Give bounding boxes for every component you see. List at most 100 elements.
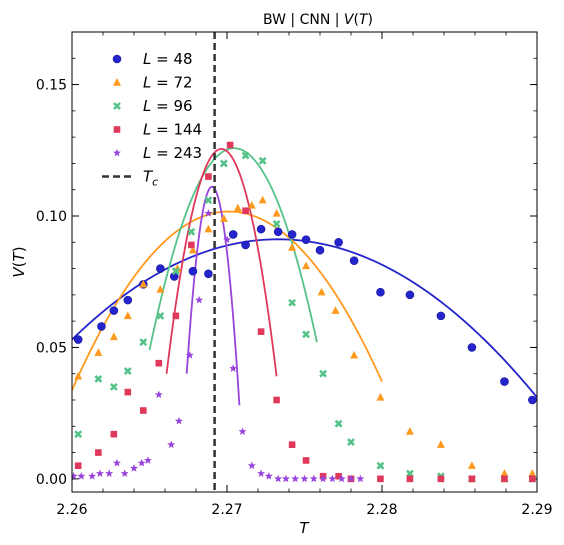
data-point bbox=[501, 475, 508, 483]
data-point bbox=[288, 243, 297, 251]
data-point bbox=[500, 469, 509, 477]
legend-label: L = 144 bbox=[143, 121, 202, 139]
data-point bbox=[171, 267, 180, 276]
chart-title: BW | CNN | V(T) bbox=[263, 12, 373, 28]
data-point bbox=[529, 475, 536, 483]
data-point bbox=[247, 200, 256, 209]
data-point bbox=[226, 141, 234, 149]
data-point bbox=[112, 458, 121, 467]
x-tick-label: 2.27 bbox=[211, 502, 242, 518]
data-point bbox=[288, 441, 296, 448]
y-tick-label: 0.10 bbox=[36, 209, 67, 225]
data-point bbox=[130, 464, 138, 472]
legend-label: L = 243 bbox=[143, 144, 202, 162]
data-point bbox=[105, 469, 114, 477]
data-point bbox=[94, 348, 103, 356]
legend-marker bbox=[113, 126, 121, 133]
data-point bbox=[302, 261, 311, 270]
data-point bbox=[406, 475, 414, 483]
x-tick-label: 2.29 bbox=[521, 502, 552, 518]
y-tick-label: 0.15 bbox=[36, 78, 67, 94]
data-point bbox=[405, 427, 414, 435]
data-point bbox=[468, 475, 476, 483]
data-point bbox=[437, 475, 445, 483]
y-tick-label: 0.05 bbox=[36, 340, 67, 356]
data-point bbox=[257, 469, 266, 477]
legend-label: L = 96 bbox=[143, 97, 193, 115]
data-point bbox=[273, 396, 280, 404]
data-point bbox=[467, 461, 476, 469]
data-point bbox=[109, 332, 118, 341]
data-point bbox=[97, 322, 106, 331]
fit-curve bbox=[72, 210, 383, 393]
data-point bbox=[204, 224, 213, 233]
data-point bbox=[172, 312, 180, 320]
data-point bbox=[331, 306, 340, 314]
data-point bbox=[405, 290, 415, 300]
data-point bbox=[120, 469, 129, 477]
data-point bbox=[204, 209, 213, 217]
data-point bbox=[72, 472, 78, 480]
data-point bbox=[273, 227, 283, 237]
data-point bbox=[319, 369, 328, 378]
data-point bbox=[376, 461, 385, 470]
data-point bbox=[140, 407, 147, 414]
data-point bbox=[377, 475, 384, 483]
data-point bbox=[123, 311, 132, 320]
fit-curve bbox=[185, 185, 241, 406]
data-point bbox=[335, 472, 342, 480]
data-point bbox=[219, 214, 228, 222]
data-point bbox=[88, 472, 97, 480]
data-point bbox=[257, 328, 265, 335]
data-point bbox=[317, 287, 326, 296]
data-point bbox=[334, 419, 343, 428]
data-point bbox=[204, 196, 213, 205]
y-axis-label: V(T) bbox=[10, 246, 28, 277]
data-point bbox=[77, 472, 86, 480]
legend-label: L = 48 bbox=[143, 50, 193, 68]
legend-marker bbox=[113, 148, 121, 157]
data-point bbox=[188, 245, 197, 254]
data-point bbox=[347, 474, 355, 483]
data-point bbox=[300, 474, 309, 483]
data-point bbox=[302, 457, 310, 464]
data-point bbox=[288, 298, 297, 307]
data-point bbox=[349, 256, 359, 265]
data-point bbox=[241, 151, 250, 160]
data-point bbox=[187, 227, 196, 236]
data-point bbox=[174, 416, 183, 425]
data-point bbox=[274, 474, 283, 483]
data-point bbox=[356, 474, 365, 483]
data-point bbox=[350, 350, 359, 359]
legend-label: L = 72 bbox=[143, 74, 193, 92]
x-axis-label: T bbox=[299, 519, 310, 537]
data-point bbox=[74, 371, 83, 380]
data-point bbox=[302, 330, 310, 339]
data-point bbox=[156, 285, 165, 293]
data-point bbox=[319, 474, 328, 483]
data-point bbox=[256, 224, 266, 234]
data-point bbox=[139, 279, 148, 288]
data-point bbox=[143, 456, 152, 464]
legend-label: Tc bbox=[143, 168, 158, 189]
data-point bbox=[241, 240, 250, 250]
data-point bbox=[291, 474, 300, 483]
data-point bbox=[436, 440, 445, 448]
data-point bbox=[188, 241, 195, 249]
data-point bbox=[229, 364, 238, 372]
data-point bbox=[95, 469, 104, 477]
data-point bbox=[309, 474, 318, 483]
data-point bbox=[328, 474, 337, 483]
data-point bbox=[528, 469, 537, 477]
data-point bbox=[376, 392, 385, 401]
x-tick-label: 2.28 bbox=[366, 502, 397, 518]
data-point bbox=[301, 235, 311, 244]
data-point bbox=[272, 219, 281, 228]
data-point bbox=[167, 440, 176, 449]
y-tick-label: 0.00 bbox=[36, 472, 67, 488]
data-point bbox=[528, 395, 537, 405]
data-point bbox=[139, 338, 148, 347]
data-point bbox=[272, 208, 281, 217]
data-point bbox=[376, 287, 385, 297]
data-point bbox=[281, 474, 290, 483]
